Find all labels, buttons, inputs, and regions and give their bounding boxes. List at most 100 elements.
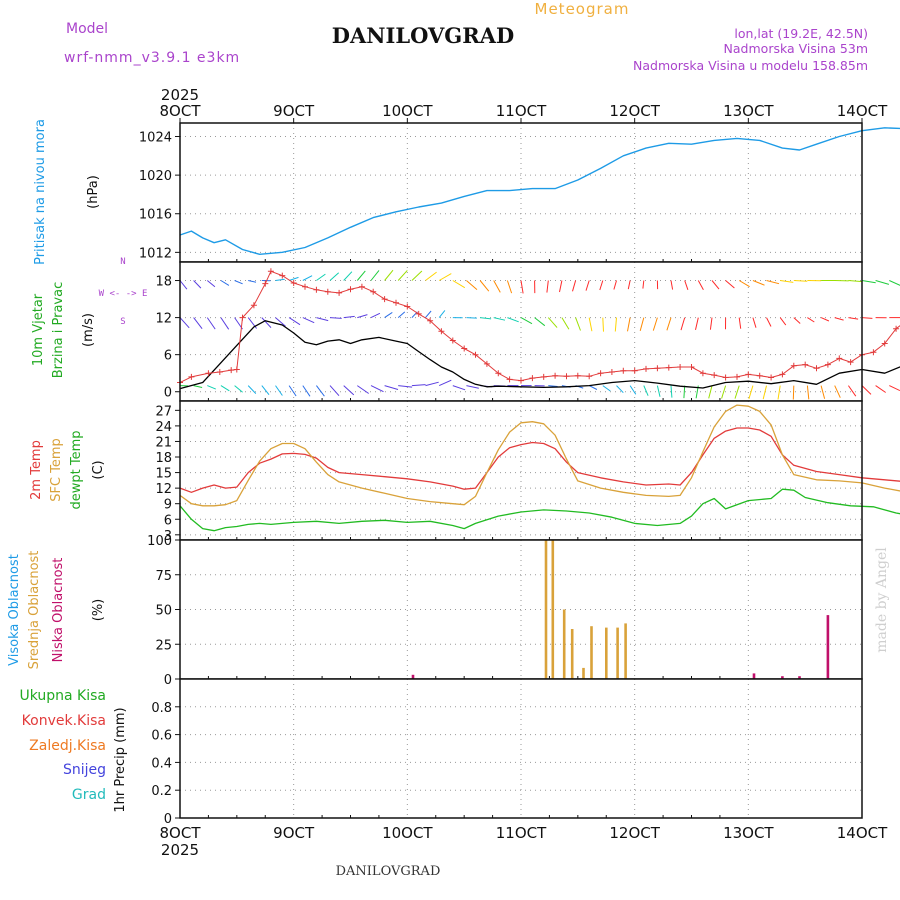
wind-arrow <box>547 317 558 328</box>
wind-arrow <box>889 385 900 392</box>
wind-arrow <box>721 385 727 399</box>
bottom-day-label: 11OCT <box>496 824 547 842</box>
altitude-label: Nadmorska Visina 53m <box>724 41 868 56</box>
wind-arrow <box>670 385 673 398</box>
wind-arrow <box>193 280 202 289</box>
wind-gust-marker <box>824 361 831 368</box>
wind-arrow <box>329 385 340 397</box>
wind-title: 10m Vjetar <box>31 293 46 366</box>
wind-gust-marker <box>415 310 422 317</box>
cloud-bar <box>781 676 784 679</box>
pressure-panel: 1012 1016 1020 1024 <box>139 122 900 263</box>
wind-arrow <box>546 280 549 293</box>
wind-gust-marker <box>518 377 524 384</box>
wind-arrow <box>179 317 190 329</box>
top-year-label: 2025 <box>161 86 199 104</box>
wind-gust-marker <box>324 288 331 295</box>
wind-arrow <box>627 317 631 332</box>
wind-gust-marker <box>347 286 354 293</box>
wind-arrow <box>792 385 795 400</box>
legend-grad: Grad <box>72 787 106 803</box>
wind-arrow <box>220 385 230 392</box>
wind-gust-marker <box>790 362 797 369</box>
wind-gust-marker <box>262 280 269 287</box>
top-day-label: 11OCT <box>496 102 547 120</box>
wind-gust-marker <box>688 364 695 370</box>
wind-arrow <box>861 317 873 319</box>
wind-arrow <box>179 280 188 290</box>
temp-title: 2m Temp <box>29 440 44 500</box>
wind-arrow <box>777 385 781 400</box>
wind-arrow <box>343 315 355 319</box>
temperature-ytick-label: 24 <box>155 420 172 435</box>
wind-unit: (m/s) <box>81 313 96 347</box>
wind-arrow <box>588 317 593 332</box>
bottom-year-label: 2025 <box>161 841 199 859</box>
wind-arrow <box>343 385 355 396</box>
wind-arrow <box>752 280 765 286</box>
wind-arrow <box>438 273 452 281</box>
model-name: wrf-nmm_v3.9.1 e3km <box>64 50 240 66</box>
wind-arrow <box>793 280 808 282</box>
temperature-ytick-label: 3 <box>164 529 172 544</box>
wind-arrow <box>680 317 686 331</box>
wind-gust-marker <box>205 370 212 377</box>
wind-arrow <box>738 317 742 329</box>
wind-arrow <box>780 280 794 283</box>
pressure-ytick-label: 1012 <box>139 246 172 261</box>
wind-arrow <box>193 317 203 330</box>
wind-arrow <box>466 280 478 290</box>
precip-ytick-label: 0.4 <box>151 756 172 771</box>
wind-arrow <box>193 385 203 388</box>
wind-gust-marker <box>836 355 843 362</box>
temp-unit: (C) <box>91 460 106 479</box>
station-title: DANILOVGRAD <box>332 23 514 48</box>
wind-arrow <box>384 269 394 281</box>
temperature-ytick-label: 12 <box>155 482 172 497</box>
wind-gust-marker <box>495 370 502 377</box>
wind-arrow <box>493 280 501 293</box>
wind-arrow <box>861 385 872 395</box>
footer-station: DANILOVGRAD <box>336 864 441 879</box>
wind-arrow <box>425 310 432 318</box>
cloud-bar <box>798 676 801 679</box>
wind-arrow <box>438 379 452 387</box>
wind-gust-marker <box>870 349 877 356</box>
temperature-ytick-label: 9 <box>164 498 172 513</box>
wind-arrow <box>779 317 787 326</box>
wind-arrow <box>438 310 446 318</box>
wind-legend-south: S <box>120 317 125 327</box>
wind-gust-marker <box>802 361 809 368</box>
wind-gust-marker <box>427 317 434 324</box>
wind-arrow <box>711 280 720 290</box>
cloud-unit: (%) <box>91 599 106 622</box>
wind-arrow <box>793 317 801 324</box>
wind-arrow <box>639 317 645 332</box>
wind-arrow <box>725 280 735 289</box>
wind-arrow <box>599 280 604 291</box>
wind-arrow <box>695 317 699 331</box>
wind-arrow <box>734 385 740 399</box>
wind-gust-marker <box>540 373 547 380</box>
wind-gust-marker <box>893 325 900 332</box>
wind-arrow <box>629 385 637 395</box>
wind-arrow <box>748 385 754 400</box>
wind-arrow <box>261 385 270 396</box>
wind-gust-marker <box>847 359 854 366</box>
wind-arrow <box>329 317 342 319</box>
precip-ytick-label: 0.6 <box>151 729 172 744</box>
wind-gust-marker <box>239 314 246 321</box>
cloud-bar <box>411 674 415 679</box>
bottom-day-label: 10OCT <box>382 824 433 842</box>
wind-arrow <box>288 385 297 397</box>
wind-gust-marker <box>279 272 286 279</box>
precip-ytick-label: 0.8 <box>151 701 172 716</box>
wind-arrow <box>820 317 830 322</box>
bottom-day-label: 8OCT <box>160 824 202 842</box>
wind-arrow <box>834 317 844 321</box>
wind-arrow <box>411 384 426 387</box>
wind-gust-marker <box>404 303 411 310</box>
wind-arrow <box>452 385 466 391</box>
wind-arrow <box>575 317 581 331</box>
